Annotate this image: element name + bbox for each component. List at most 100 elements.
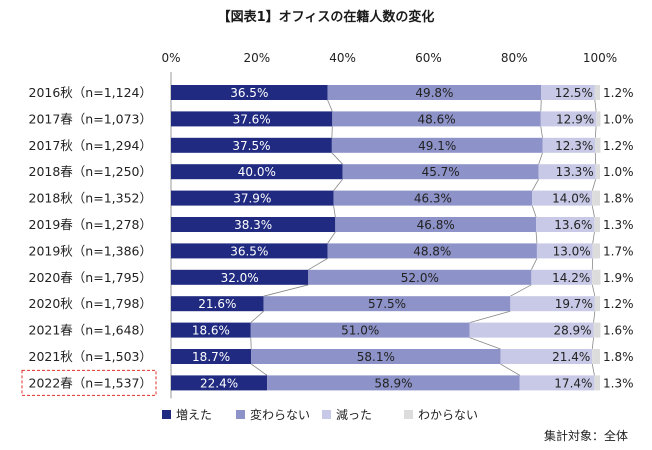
data-label: 57.5% bbox=[368, 297, 406, 311]
bar-segment bbox=[171, 85, 328, 100]
data-label: 1.2% bbox=[603, 86, 634, 100]
connector-line bbox=[469, 310, 511, 323]
data-label: 1.3% bbox=[603, 218, 634, 232]
data-label: 19.7% bbox=[555, 297, 593, 311]
bar-segment bbox=[171, 137, 332, 153]
data-label: 37.6% bbox=[233, 112, 271, 126]
connector-line bbox=[593, 311, 596, 323]
data-label: 46.3% bbox=[414, 192, 452, 206]
bar-segment bbox=[171, 164, 343, 180]
connector-line bbox=[308, 258, 328, 271]
connector-line bbox=[250, 363, 268, 376]
category-label: 2017春（n=1,073） bbox=[29, 111, 153, 126]
data-label: 36.5% bbox=[230, 86, 268, 100]
connector-line bbox=[333, 205, 336, 218]
legend-label: 変わらない bbox=[250, 407, 310, 422]
category-label: 2018春（n=1,250） bbox=[29, 164, 153, 179]
bar-segment bbox=[510, 296, 595, 312]
bar-segment bbox=[532, 190, 593, 206]
connector-line bbox=[469, 337, 501, 350]
bar-segment bbox=[267, 375, 520, 391]
connector-line bbox=[594, 126, 597, 138]
data-label: 1.2% bbox=[603, 297, 634, 311]
data-label: 38.3% bbox=[234, 218, 272, 232]
data-label: 1.9% bbox=[603, 271, 634, 285]
data-label: 13.6% bbox=[554, 218, 592, 232]
data-label: 14.0% bbox=[552, 192, 590, 206]
data-label: 18.7% bbox=[192, 350, 230, 364]
bar-segment bbox=[171, 322, 251, 338]
connector-line bbox=[591, 205, 595, 218]
bar-segment bbox=[335, 217, 537, 232]
data-label: 22.4% bbox=[200, 376, 238, 390]
bar-segment bbox=[595, 137, 601, 153]
legend-swatch bbox=[404, 410, 413, 419]
bar-segment bbox=[595, 164, 600, 180]
x-tick-label: 40% bbox=[329, 51, 356, 65]
category-label: 2022春（n=1,537） bbox=[29, 375, 153, 390]
data-label: 13.0% bbox=[553, 244, 591, 258]
data-label: 1.6% bbox=[603, 324, 634, 338]
bar-segment bbox=[171, 111, 333, 127]
category-label: 2016秋（n=1,124） bbox=[29, 85, 153, 100]
legend: 増えた 変わらない 減った わからない bbox=[162, 407, 478, 422]
legend-swatch bbox=[162, 410, 171, 419]
data-label: 51.0% bbox=[341, 324, 379, 338]
category-label: 2020春（n=1,795） bbox=[29, 270, 153, 285]
bar-segment bbox=[536, 243, 593, 259]
data-label: 12.3% bbox=[555, 139, 593, 153]
bar-segment bbox=[538, 164, 596, 180]
bar-segment bbox=[500, 349, 593, 364]
connector-line bbox=[591, 363, 595, 376]
bar-segment bbox=[251, 349, 501, 364]
bar-segment bbox=[250, 322, 470, 338]
bars: 36.5% 49.8% 12.5% 1.2% 37.6% 48.6% 12.9% 1.0% 37… bbox=[171, 85, 634, 391]
data-label: 1.7% bbox=[603, 244, 634, 258]
data-label: 32.0% bbox=[221, 271, 259, 285]
data-label: 1.0% bbox=[603, 112, 634, 126]
bar-segment bbox=[469, 322, 594, 338]
category-label: 2021春（n=1,648） bbox=[29, 323, 153, 338]
category-label: 2020秋（n=1,798） bbox=[29, 296, 153, 311]
highlight-box bbox=[21, 369, 157, 396]
bar-segment bbox=[594, 296, 600, 312]
bar-segment bbox=[519, 375, 595, 391]
bar-segment bbox=[171, 296, 264, 312]
category-label: 2021秋（n=1,503） bbox=[29, 349, 153, 364]
bar-segment bbox=[536, 217, 595, 232]
connector-line bbox=[594, 99, 597, 112]
data-label: 37.5% bbox=[232, 139, 270, 153]
data-label: 49.8% bbox=[415, 86, 453, 100]
data-label: 45.7% bbox=[422, 165, 460, 179]
connector-line bbox=[327, 99, 333, 112]
data-label: 36.5% bbox=[230, 244, 268, 258]
connector-line bbox=[535, 231, 538, 244]
x-tick-label: 20% bbox=[243, 51, 270, 65]
category-label: 2018秋（n=1,352） bbox=[29, 191, 153, 206]
bar-segment bbox=[171, 190, 334, 206]
x-tick-label: 0% bbox=[161, 51, 180, 65]
bar-segment bbox=[594, 217, 600, 232]
data-label: 52.0% bbox=[401, 271, 439, 285]
data-label: 21.4% bbox=[552, 350, 590, 364]
bar-segment bbox=[333, 190, 533, 206]
connector-line bbox=[500, 363, 520, 376]
bar-segment bbox=[171, 217, 336, 232]
bar-segment bbox=[171, 375, 268, 391]
connector-line bbox=[538, 152, 543, 165]
connector-line bbox=[263, 284, 309, 297]
connector-line bbox=[333, 178, 343, 191]
bar-segment bbox=[596, 111, 601, 127]
chart-title: 【図表1】オフィスの在籍人数の変化 bbox=[218, 9, 435, 25]
connector-line bbox=[327, 231, 336, 244]
data-label: 46.8% bbox=[417, 218, 455, 232]
data-label: 37.9% bbox=[233, 192, 271, 206]
bar-segment bbox=[332, 111, 541, 127]
connector-line bbox=[591, 179, 597, 191]
data-label: 18.6% bbox=[192, 324, 230, 338]
x-tick-label: 80% bbox=[501, 51, 528, 65]
bar-segment bbox=[592, 243, 600, 259]
data-label: 12.9% bbox=[556, 112, 594, 126]
connector-line bbox=[331, 152, 343, 165]
category-label: 2019秋（n=1,386） bbox=[29, 243, 153, 258]
